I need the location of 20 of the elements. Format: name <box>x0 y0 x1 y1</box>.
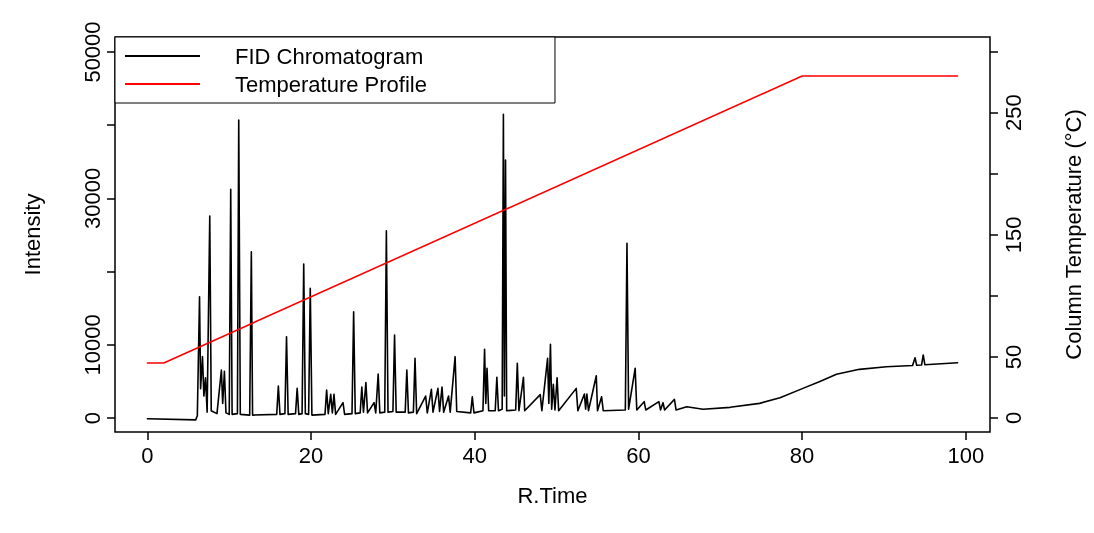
x-axis-title: R.Time <box>517 482 588 508</box>
x-tick-label: 20 <box>298 442 324 468</box>
y-tick-label: 0 <box>79 411 105 425</box>
y-tick-label: 50000 <box>79 21 105 83</box>
y2-tick-label: 250 <box>1000 94 1026 132</box>
x-tick-label: 60 <box>626 442 651 468</box>
y-tick-label: 30000 <box>79 167 105 229</box>
line-series <box>146 113 959 421</box>
y2-tick-label: 50 <box>1000 344 1026 370</box>
x-tick-label: 80 <box>789 442 815 468</box>
legend-label: Temperature Profile <box>235 71 427 97</box>
x-tick-label: 40 <box>462 442 487 468</box>
y-tick-label: 10000 <box>79 314 105 376</box>
y2-tick-label: 150 <box>1000 216 1026 254</box>
x-tick-label: 100 <box>947 442 985 468</box>
y-axis-title: Intensity <box>19 193 45 276</box>
legend-label: FID Chromatogram <box>235 43 424 69</box>
x-tick-label: 0 <box>141 442 154 468</box>
y2-axis-title: Column Temperature (°C) <box>1060 109 1086 360</box>
y2-tick-label: 0 <box>1000 411 1026 425</box>
